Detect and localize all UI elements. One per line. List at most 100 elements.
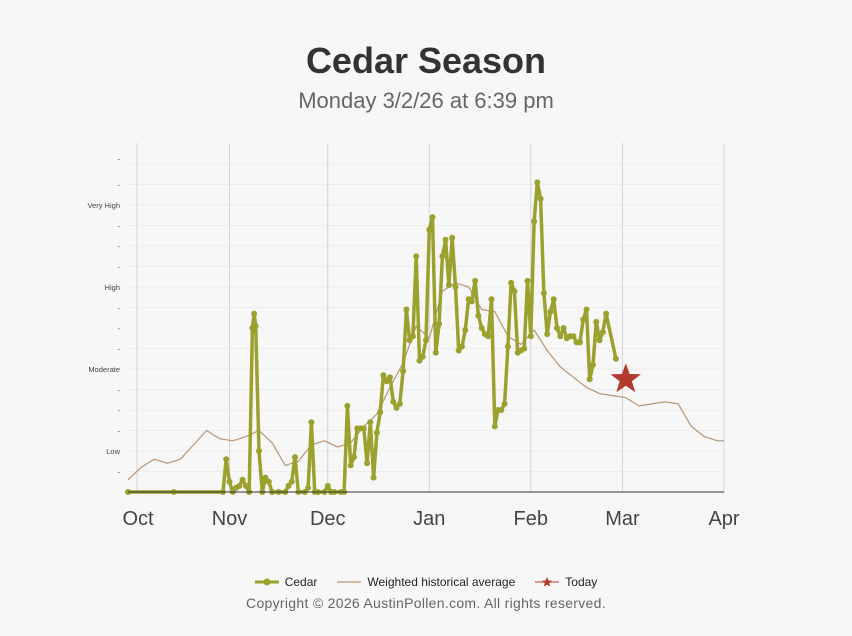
y-tick-label: - <box>118 347 121 354</box>
cedar-point <box>390 398 397 405</box>
cedar-point <box>524 277 531 284</box>
y-tick-label: - <box>118 244 121 251</box>
x-tick-label-jan: Jan <box>413 508 445 530</box>
y-tick-label: - <box>118 224 121 231</box>
cedar-line <box>128 180 618 494</box>
cedar-point <box>413 253 420 260</box>
y-tick-label: Moderate <box>88 365 120 374</box>
cedar-point <box>478 325 485 331</box>
x-tick-label-dec: Dec <box>310 508 346 530</box>
cedar-point <box>432 349 439 356</box>
x-tick-label-apr: Apr <box>708 508 739 530</box>
cedar-point <box>383 378 390 385</box>
cedar-point <box>534 179 541 186</box>
cedar-point <box>590 361 596 368</box>
cedar-point <box>393 404 400 411</box>
y-tick-label: High <box>105 283 120 292</box>
cedar-point <box>262 474 269 481</box>
legend-item-today[interactable]: Today <box>535 575 597 589</box>
cedar-point <box>400 368 407 375</box>
cedar-point <box>560 325 567 331</box>
y-tick-label: - <box>118 265 121 272</box>
y-tick-label: Very High <box>87 201 120 210</box>
cedar-point <box>360 425 367 432</box>
legend-label-today: Today <box>565 575 598 589</box>
cedar-point <box>364 460 371 467</box>
cedar-point <box>439 253 446 260</box>
cedar-point <box>521 345 528 352</box>
x-axis: Oct Nov Dec Jan Feb Mar Apr <box>122 491 740 530</box>
cedar-point <box>419 353 426 360</box>
cedar-point <box>586 376 593 383</box>
cedar-point <box>265 478 272 485</box>
cedar-point <box>403 306 410 313</box>
cedar-point <box>449 234 456 241</box>
cedar-legend-swatch <box>254 578 279 586</box>
series <box>125 179 724 495</box>
x-tick-label-nov: Nov <box>212 508 248 530</box>
cedar-point <box>236 482 243 489</box>
cedar-point <box>488 296 495 303</box>
chart-title: Cedar Season <box>305 40 547 81</box>
y-tick-label: - <box>118 183 121 190</box>
cedar-point <box>468 298 475 305</box>
cedar-point <box>252 323 259 329</box>
cedar-point <box>570 333 577 340</box>
cedar-point <box>531 218 538 225</box>
cedar-point <box>344 402 351 409</box>
cedar-point <box>472 277 479 284</box>
cedar-point <box>288 478 295 485</box>
cedar-point <box>596 337 603 344</box>
cedar-point <box>373 429 380 436</box>
cedar-point <box>406 337 413 344</box>
cedar-point <box>554 325 560 331</box>
x-tick-label-feb: Feb <box>514 508 548 530</box>
chart-subtitle: Monday 3/2/26 at 6:39 pm <box>298 88 554 113</box>
today-legend-swatch <box>535 577 560 587</box>
cedar-point <box>370 474 377 481</box>
cedar-point <box>396 400 403 407</box>
cedar-point <box>409 333 416 340</box>
cedar-point <box>436 320 443 327</box>
cedar-point <box>547 308 554 315</box>
cedar-point <box>511 288 518 295</box>
cedar-point <box>455 347 462 354</box>
x-tick-label-mar: Mar <box>605 508 640 530</box>
cedar-point <box>550 296 557 303</box>
cedar-point <box>501 400 508 407</box>
cedar-point <box>603 310 610 317</box>
today-star-marker <box>610 363 641 393</box>
cedar-point <box>599 329 606 336</box>
cedar-point <box>445 282 452 288</box>
cedar-point <box>498 407 505 413</box>
y-tick-label: - <box>118 388 121 395</box>
y-tick-label: Low <box>106 447 120 456</box>
cedar-point <box>308 419 315 426</box>
cedar-point <box>593 318 600 325</box>
legend-item-historical[interactable]: Weighted historical average <box>337 575 515 589</box>
legend-label-cedar: Cedar <box>284 575 318 589</box>
legend-item-cedar[interactable]: Cedar <box>254 575 318 589</box>
cedar-point <box>292 454 298 461</box>
cedar-point <box>426 226 433 233</box>
cedar-point <box>557 333 564 340</box>
legend: Cedar Weighted historical average Today <box>0 575 852 589</box>
cedar-point <box>576 339 583 346</box>
cedar-point <box>239 476 246 483</box>
cedar-point <box>377 409 384 416</box>
y-tick-label: - <box>118 156 121 163</box>
cedar-point <box>459 343 465 350</box>
cedar-point <box>491 423 498 430</box>
cedar-point <box>367 419 374 426</box>
cedar-point <box>540 290 547 297</box>
cedar-point <box>351 454 357 461</box>
historical-legend-swatch <box>337 581 362 583</box>
cedar-point <box>544 331 551 338</box>
cedar-point <box>537 195 544 202</box>
cedar-point <box>580 316 587 323</box>
cedar-point <box>256 448 262 454</box>
cedar-point <box>442 236 449 243</box>
y-tick-label: - <box>118 429 121 436</box>
y-axis-ticks: - Low - - - Moderate - - - High - - - Very High - - <box>87 156 120 476</box>
cedar-point <box>285 482 292 489</box>
